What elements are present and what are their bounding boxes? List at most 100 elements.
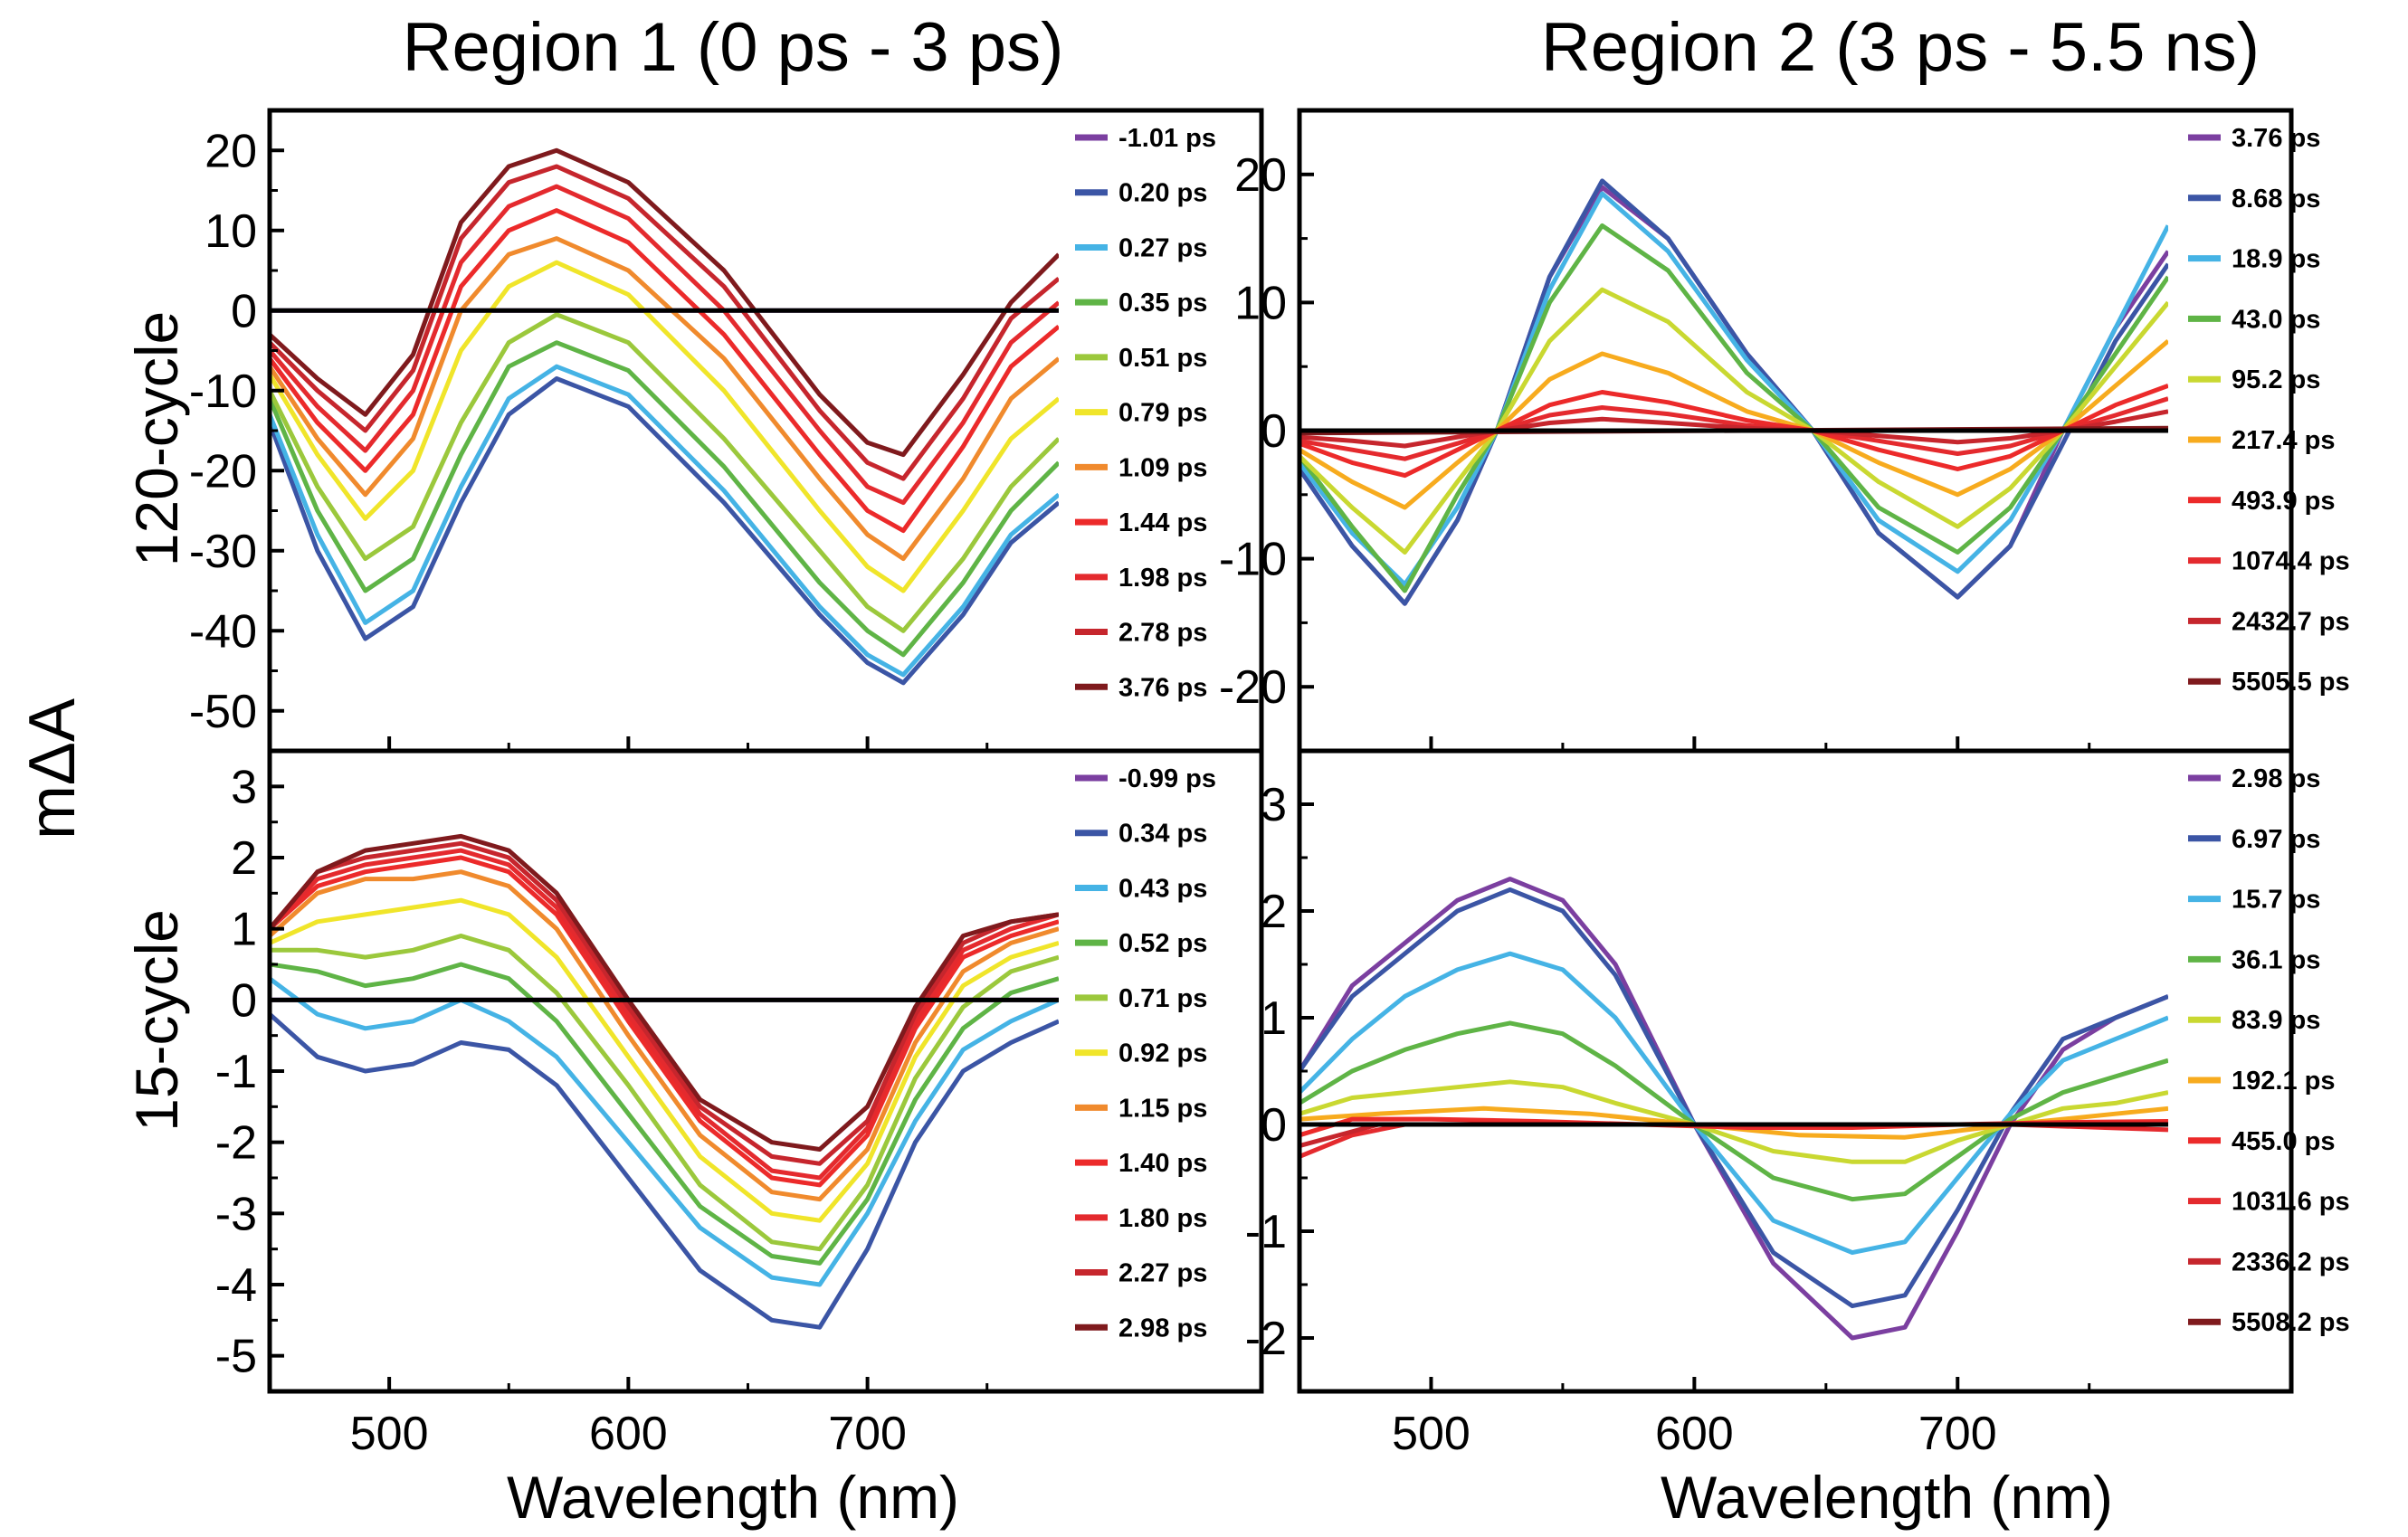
legend-label: 0.79 ps <box>1118 399 1207 428</box>
legend-label: 3.76 ps <box>1118 673 1207 702</box>
y-tick-label: 3 <box>1261 779 1287 831</box>
legend-label: 0.35 ps <box>1118 289 1207 318</box>
panel-bottom-right: 500 600 700 3 2 1 0 -1 -2 2.98 ps 6.97 ps 15.7 ps 36… <box>1245 748 2350 1460</box>
legend-label: 2336.2 ps <box>2232 1248 2350 1276</box>
legend-label: 2.78 ps <box>1118 619 1207 648</box>
series-line-5 <box>1299 338 2168 510</box>
series-line-3 <box>1299 223 2168 593</box>
series-line-1 <box>1299 178 2168 606</box>
series-line-4 <box>270 934 1059 1252</box>
series-line-2 <box>1299 951 2168 1256</box>
x-axis-label-right: Wavelength (nm) <box>1661 1464 2113 1531</box>
y-tick-label: 1 <box>1261 992 1287 1045</box>
legend-label: 5508.2 ps <box>2232 1308 2350 1337</box>
legend-label: 43.0 ps <box>2232 305 2320 334</box>
series-line-4 <box>1299 1079 2168 1164</box>
common-y-axis-label: mΔA <box>16 698 89 840</box>
y-tick-label: -20 <box>189 445 257 498</box>
legend-label: 0.34 ps <box>1118 820 1207 849</box>
legend-label: 83.9 ps <box>2232 1006 2320 1035</box>
legend-label: 0.27 ps <box>1118 233 1207 262</box>
row-label-120-cycle: 120-cycle <box>123 311 190 566</box>
series-line-9 <box>270 164 1059 481</box>
series-line-2 <box>1299 191 2168 587</box>
series-lines <box>270 833 1059 1330</box>
legend-label: 2.27 ps <box>1118 1259 1207 1288</box>
y-tick-label: -1 <box>215 1046 257 1098</box>
region-1-title: Region 1 (0 ps - 3 ps) <box>403 9 1064 86</box>
legend-label: 1.44 ps <box>1118 508 1207 537</box>
legend-label: 5505.5 ps <box>2232 668 2350 697</box>
y-tick-label: 0 <box>1261 405 1287 458</box>
series-line-10 <box>270 833 1059 1152</box>
y-tick-label: -2 <box>215 1117 257 1170</box>
y-tick-label: 0 <box>1261 1099 1287 1152</box>
series-line-6 <box>270 869 1059 1202</box>
series-line-9 <box>270 840 1059 1166</box>
y-tick-label: -2 <box>1245 1313 1287 1365</box>
y-tick-label: 0 <box>231 974 257 1027</box>
legend-label: 1074.4 ps <box>2232 547 2350 576</box>
y-tick-label: 20 <box>205 125 257 177</box>
legend-label: 1.98 ps <box>1118 564 1207 593</box>
y-tick-label: -10 <box>189 365 257 418</box>
legend-label: 0.51 ps <box>1118 344 1207 373</box>
x-tick-label: 700 <box>1918 1408 1997 1460</box>
panel-frame <box>267 748 1264 1394</box>
legend-label: 8.68 ps <box>2232 185 2320 213</box>
series-line-7 <box>1299 396 2168 461</box>
x-tick-label: 500 <box>1392 1408 1470 1460</box>
legend-label: 0.20 ps <box>1118 179 1207 208</box>
panel-bottom-left: 500 600 700 3 2 1 0 -1 -2 -3 -4 -5 -0.99 ps 0.34 ps 0.… <box>215 748 1264 1460</box>
y-tick-label: -20 <box>1219 661 1287 714</box>
series-lines <box>270 147 1059 686</box>
series-line-5 <box>270 897 1059 1223</box>
legend-label: 6.97 ps <box>2232 825 2320 854</box>
legend-label: 0.71 ps <box>1118 984 1207 1013</box>
series-line-1 <box>270 376 1059 686</box>
legend-label: 0.52 ps <box>1118 929 1207 958</box>
legend-label: 2432.7 ps <box>2232 607 2350 636</box>
series-line-1 <box>270 1012 1059 1330</box>
series-line-0 <box>1299 877 2168 1341</box>
legend-label: 455.0 ps <box>2232 1127 2335 1156</box>
legend-label: 2.98 ps <box>1118 1314 1207 1343</box>
legend-label: -0.99 ps <box>1118 764 1216 793</box>
y-tick-label: -50 <box>189 686 257 738</box>
region-2-title: Region 2 (3 ps - 5.5 ns) <box>1541 9 2260 86</box>
legend-label: 217.4 ps <box>2232 426 2335 455</box>
legend-label: 2.98 ps <box>2232 764 2320 793</box>
x-axis-label-left: Wavelength (nm) <box>507 1464 959 1531</box>
legend-label: 1.09 ps <box>1118 453 1207 482</box>
y-tick-label: 20 <box>1234 149 1287 202</box>
y-tick-label: -5 <box>215 1331 257 1383</box>
row-label-15-cycle: 15-cycle <box>123 909 190 1132</box>
series-line-8 <box>1299 409 2168 449</box>
y-tick-label: -10 <box>1219 534 1287 586</box>
panel-frame <box>1297 748 2294 1394</box>
y-tick-label: -40 <box>189 605 257 658</box>
y-tick-label: -3 <box>215 1188 257 1240</box>
legend-label: 1.15 ps <box>1118 1094 1207 1123</box>
legend-label: 1.80 ps <box>1118 1204 1207 1233</box>
panel-top-left: 20 10 0 -10 -20 -30 -40 -50 -1.01 ps 0.20 ps 0.27 … <box>189 108 1264 754</box>
series-line-3 <box>270 340 1059 658</box>
y-tick-label: -1 <box>1245 1206 1287 1258</box>
legend-label: 1031.6 ps <box>2232 1188 2350 1217</box>
x-tick-label: 600 <box>1655 1408 1734 1460</box>
panel-top-right: 20 10 0 -10 -20 3.76 ps 8.68 ps 18.9 ps 43.0 ps 9… <box>1219 108 2350 754</box>
legend-label: 15.7 ps <box>2232 886 2320 915</box>
y-tick-label: 2 <box>1261 886 1287 938</box>
x-tick-label: 700 <box>828 1408 907 1460</box>
series-line-2 <box>270 364 1059 678</box>
series-line-2 <box>270 976 1059 1287</box>
legend-label: 1.40 ps <box>1118 1149 1207 1178</box>
series-line-5 <box>270 260 1059 593</box>
series-line-7 <box>270 855 1059 1188</box>
legend-label: -1.01 ps <box>1118 124 1216 153</box>
legend-label: 95.2 ps <box>2232 365 2320 394</box>
series-line-1 <box>1299 887 2168 1309</box>
legend-label: 493.9 ps <box>2232 487 2335 516</box>
y-tick-label: 3 <box>231 761 257 813</box>
